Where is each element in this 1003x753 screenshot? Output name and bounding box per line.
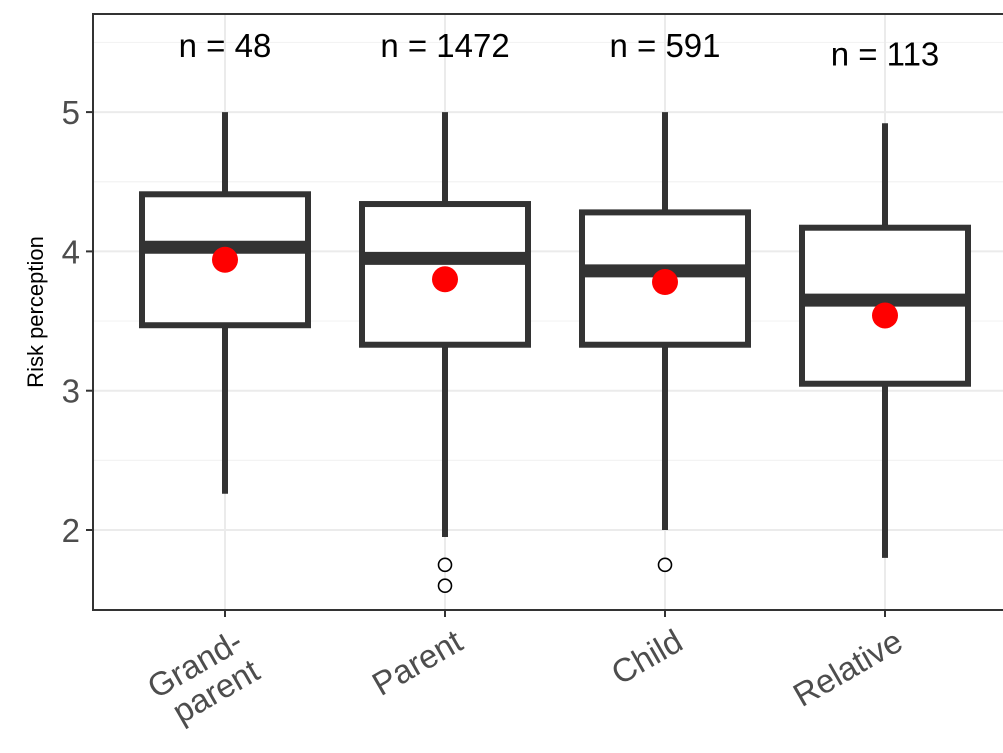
y-tick-label: 3 [62, 373, 80, 410]
x-tick-label-line: Child [605, 622, 689, 692]
y-tick-label: 5 [62, 94, 80, 131]
outlier-point [437, 578, 453, 594]
panel-border [92, 13, 1003, 611]
mean-point [212, 246, 238, 273]
x-tick-label: Child [605, 622, 689, 692]
x-tick-label-line: Parent [366, 622, 469, 703]
y-axis-label: Risk perception [23, 236, 48, 388]
y-tick-label: 4 [62, 233, 80, 270]
y-tick-label: 2 [62, 512, 80, 549]
n-label: n = 591 [609, 27, 720, 64]
mean-point [652, 269, 678, 296]
mean-point [432, 266, 458, 293]
x-tick-label-line: Relative [787, 622, 909, 714]
n-label: n = 113 [831, 36, 940, 73]
box-plot-series [139, 112, 971, 594]
mean-point [872, 302, 898, 329]
axes: 2 3 4 5 Grand-parent Parent Child Relative [62, 94, 909, 735]
n-labels: n = 48 n = 1472 n = 591 n = 113 [179, 27, 940, 72]
x-tick-label: Parent [366, 622, 469, 703]
outlier-point [657, 557, 673, 573]
box-group-0 [139, 112, 311, 494]
box-group-2 [579, 112, 751, 573]
outlier-point [437, 557, 453, 573]
box-group-3 [799, 123, 971, 558]
box-group-1 [359, 112, 531, 594]
n-label: n = 1472 [380, 27, 509, 64]
x-tick-label: Relative [787, 622, 909, 714]
x-tick-label: Grand-parent [141, 622, 265, 735]
n-label: n = 48 [179, 27, 272, 64]
